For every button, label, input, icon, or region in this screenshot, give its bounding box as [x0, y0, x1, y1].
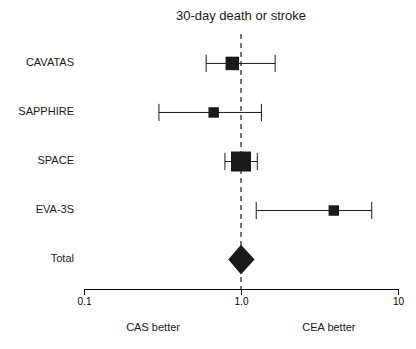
annotation: CAS better [126, 321, 180, 333]
effect-square [329, 205, 339, 215]
ci-cap [256, 202, 257, 219]
effect-square [226, 57, 239, 70]
effect-square [208, 107, 218, 117]
study-labels: CAVATAS SAPPHIRE SPACE EVA-3S Total [18, 56, 74, 264]
tick-label: 0.1 [78, 296, 92, 307]
ci-cap [275, 55, 276, 72]
study-row [206, 55, 275, 72]
marks [159, 34, 372, 289]
study-label: SPACE [38, 154, 74, 166]
ci-line [206, 63, 275, 64]
plot: 0.11.010CAVATASSAPPHIRESPACEEVA-3STotalC… [18, 34, 404, 333]
chart: 0.11.010CAVATASSAPPHIRESPACEEVA-3STotalC… [0, 0, 416, 349]
x-axis: 0.1 1.0 10 [78, 289, 405, 307]
tick: 0.1 [78, 289, 92, 307]
study-row [159, 104, 262, 121]
ci-cap [257, 153, 258, 170]
study-label: Total [51, 252, 74, 264]
ci-cap [224, 153, 225, 170]
ci-cap [261, 104, 262, 121]
ci-cap [371, 202, 372, 219]
annotations: CAS better CEA better [126, 321, 356, 333]
ci-cap [158, 104, 159, 121]
study-row [256, 202, 371, 219]
study-label: CAVATAS [26, 56, 74, 68]
summary-diamond [228, 245, 254, 275]
tick: 1.0 [235, 289, 249, 307]
study-label: EVA-3S [36, 203, 74, 215]
tick: 10 [393, 289, 405, 307]
tick-label: 1.0 [235, 296, 249, 307]
effect-square [231, 152, 251, 172]
ci-cap [206, 55, 207, 72]
annotation: CEA better [302, 321, 356, 333]
ci-line [256, 210, 371, 211]
title: 30-day death or stroke [176, 8, 306, 23]
tick-mark [241, 289, 242, 295]
tick-mark [398, 289, 399, 295]
axis-line [85, 290, 399, 296]
tick-mark [84, 289, 85, 295]
tick-label: 10 [393, 296, 405, 307]
study-label: SAPPHIRE [18, 105, 74, 117]
study-row [225, 152, 257, 172]
